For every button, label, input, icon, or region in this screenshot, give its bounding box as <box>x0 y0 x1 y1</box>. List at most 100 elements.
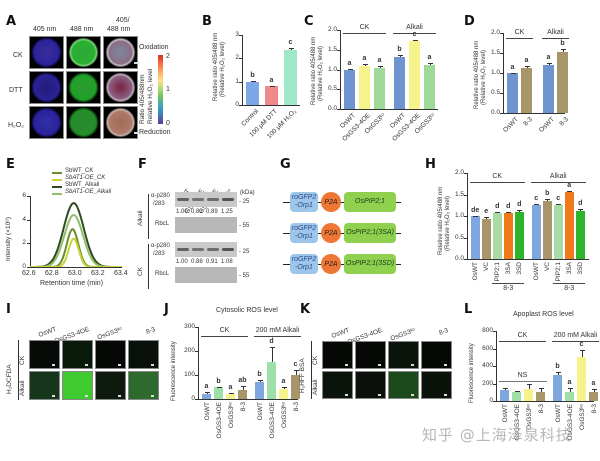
panel-label-e: E <box>6 157 15 172</box>
loading-label: RbcL <box>155 221 170 227</box>
error-cap <box>293 370 299 372</box>
significance-letter: c <box>556 195 561 203</box>
y-tick-label: 2 <box>235 54 239 62</box>
y-tick-label: 0 <box>489 397 493 404</box>
error-bar <box>540 388 542 392</box>
significance-letter: c <box>288 38 293 46</box>
bar <box>471 216 480 259</box>
legend-swatch <box>52 186 62 188</box>
bar <box>284 50 297 105</box>
error-cap <box>567 387 573 389</box>
ns-line <box>498 381 547 382</box>
error-cap <box>510 72 516 74</box>
mw-marker: - 55 <box>239 223 250 229</box>
legend-label: SbAT1-OE_Alkali <box>65 189 112 195</box>
bar <box>543 65 554 113</box>
y-axis <box>242 35 243 105</box>
y-axis <box>340 30 341 109</box>
bar <box>565 191 574 259</box>
error-cap <box>534 204 540 206</box>
group-label: CK <box>514 29 525 36</box>
group-line <box>470 182 525 183</box>
probe-label-2: /283 <box>153 201 165 207</box>
micrograph <box>388 371 419 399</box>
sensor-label-2: -Orp1 <box>295 202 313 209</box>
y-tick <box>464 173 467 174</box>
chart-title: Apoplast ROS level <box>513 311 574 318</box>
group-line <box>201 336 248 337</box>
scale-bar <box>151 395 154 397</box>
backbone-line <box>283 202 401 203</box>
p2a-circle: P2A <box>321 254 341 274</box>
y-axis-label-2: (Relative H₂O₂ level) <box>481 49 487 105</box>
x-tick-label: VC <box>483 262 491 272</box>
error-bar <box>528 384 530 390</box>
error-cap <box>347 68 353 70</box>
panel-label-h: H <box>425 157 436 172</box>
y-tick-label: 800 <box>482 327 493 334</box>
x-axis <box>496 401 594 402</box>
sensor-label-1: roGFP2 <box>291 194 317 201</box>
error-cap <box>250 81 256 83</box>
legend-swatch <box>52 179 62 181</box>
legend-swatch <box>52 172 62 174</box>
scale-bar <box>411 364 414 366</box>
significance-letter: d <box>506 202 511 210</box>
band-ratio: 0.81 <box>191 209 203 215</box>
micrograph <box>322 371 353 399</box>
x-axis <box>503 113 565 114</box>
micrograph <box>322 341 353 369</box>
chromatogram-plot <box>30 202 122 267</box>
protein-band <box>207 248 219 251</box>
y-tick-label: 200 <box>184 347 195 354</box>
group-label: 200 mM Alkali <box>553 332 598 339</box>
y-axis-label-2: (Relative H₂O₂ level) <box>318 45 324 101</box>
error-cap <box>397 55 403 57</box>
group-label: CK <box>359 24 370 31</box>
x-tick-label: 62.6 <box>22 270 36 277</box>
micrograph <box>62 340 93 369</box>
bar <box>557 52 568 113</box>
backbone-line <box>283 233 401 234</box>
error-cap <box>546 63 552 64</box>
y-tick-label: 0 <box>191 395 195 402</box>
x-axis <box>467 259 589 260</box>
y-axis <box>503 33 504 113</box>
x-tick-label: 63.0 <box>68 270 82 277</box>
error-cap <box>288 47 294 49</box>
y-tick <box>337 49 340 51</box>
bar <box>226 394 235 399</box>
micrograph <box>388 341 419 369</box>
bar <box>394 56 405 109</box>
significance-letter: b <box>545 190 550 198</box>
significance-letter: c <box>293 361 298 369</box>
y-tick <box>337 69 340 71</box>
micrograph <box>128 340 159 369</box>
y-tick-label: 1.0 <box>454 212 464 219</box>
bar <box>238 389 247 399</box>
row-label: CK <box>312 355 319 365</box>
a-micrograph <box>66 71 101 104</box>
error-cap <box>281 387 287 388</box>
bar <box>493 212 502 259</box>
probe-label-1: α-p280 <box>151 193 170 199</box>
panel-label-g: G <box>280 157 291 172</box>
bar <box>359 65 370 109</box>
blot-group-label: Alkali <box>137 210 144 226</box>
group-line <box>499 341 546 342</box>
panel-label-d: D <box>464 14 475 29</box>
group-label: CK <box>219 327 230 334</box>
y-tick <box>464 194 467 196</box>
error-cap <box>538 388 544 390</box>
gene-box: OsPIP2;1(3SA) <box>344 223 396 243</box>
protein-band <box>192 248 204 251</box>
significance-letter: a <box>204 383 209 391</box>
significance-letter: b <box>250 72 255 80</box>
y-tick <box>500 53 503 54</box>
error-cap <box>579 349 585 351</box>
x-tick-label: OsGS3ᵏᵒ <box>227 402 235 428</box>
band-ratio: 1.00 <box>176 209 188 215</box>
micrograph <box>95 340 126 369</box>
y-axis <box>496 331 497 401</box>
scale-bar <box>378 364 381 366</box>
